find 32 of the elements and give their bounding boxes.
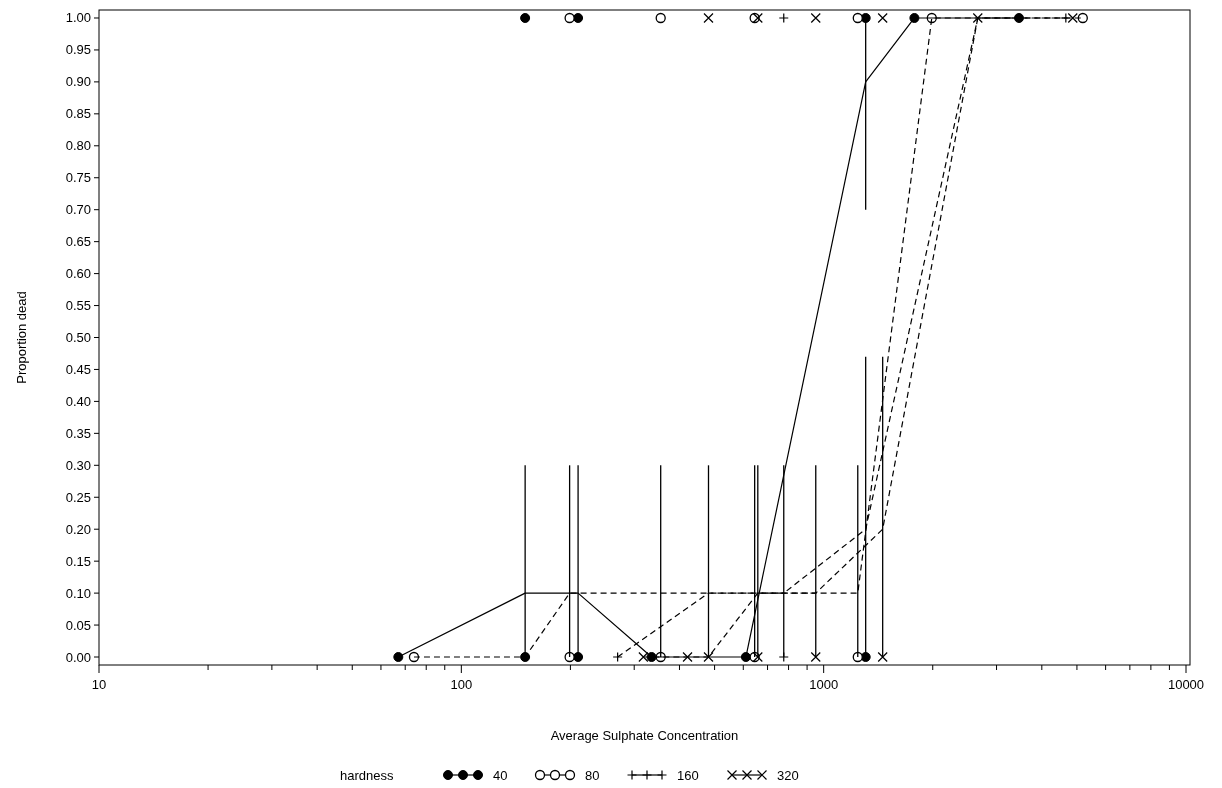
- y-tick-label: 0.60: [65, 266, 91, 282]
- y-tick-label: 0.15: [65, 553, 91, 569]
- y-tick-label: 0.65: [65, 234, 91, 250]
- y-tick-label: 0.45: [65, 361, 91, 377]
- legend-label: 80: [585, 768, 600, 783]
- y-tick-label: 0.35: [65, 425, 91, 441]
- x-tick-label: 1000: [809, 677, 839, 692]
- y-tick-label: 1.00: [65, 10, 91, 26]
- x-tick-label: 100: [450, 677, 473, 692]
- x-axis-title: Average Sulphate Concentration: [550, 728, 739, 743]
- y-tick-label: 0.05: [65, 617, 91, 633]
- y-tick-label: 0.50: [65, 330, 91, 345]
- y-tick-label: 0.95: [65, 42, 91, 58]
- legend-label: 160: [677, 768, 699, 783]
- y-tick-label: 0.40: [65, 393, 91, 409]
- y-tick-label: 0.30: [65, 457, 91, 473]
- legend-label: 40: [493, 768, 508, 783]
- y-tick-label: 0.20: [65, 521, 91, 537]
- x-tick-label: 10000: [1167, 677, 1205, 692]
- legend-title: hardness: [340, 768, 394, 783]
- y-tick-label: 0.75: [65, 170, 91, 186]
- y-tick-label: 0.10: [65, 585, 91, 601]
- y-tick-label: 0.25: [65, 489, 91, 505]
- y-tick-label: 0.55: [65, 298, 91, 314]
- y-tick-label: 0.70: [65, 202, 91, 218]
- x-tick-label: 10: [91, 677, 107, 692]
- y-tick-label: 0.00: [65, 649, 91, 665]
- y-axis-title: Proportion dead: [14, 291, 29, 384]
- legend-label: 320: [777, 768, 799, 783]
- y-tick-label: 0.90: [65, 74, 91, 90]
- y-tick-label: 0.85: [65, 106, 91, 122]
- y-tick-label: 0.80: [65, 138, 91, 154]
